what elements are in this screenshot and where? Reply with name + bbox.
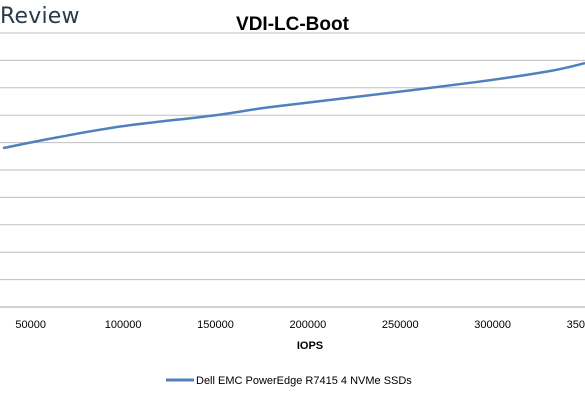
x-tick-label: 250000 (382, 319, 419, 331)
series-line-0 (2, 61, 585, 150)
x-tick-label: 300000 (474, 319, 511, 331)
x-axis-ticks: 50000 100000 150000 200000 250000 300000 35000… (15, 319, 585, 331)
gridlines (0, 32, 585, 308)
x-tick-label: 50000 (15, 319, 46, 331)
legend-label: Dell EMC PowerEdge R7415 4 NVMe SSDs (196, 375, 412, 387)
legend: Dell EMC PowerEdge R7415 4 NVMe SSDs (166, 375, 412, 387)
x-tick-label: 150000 (197, 319, 234, 331)
chart-title: VDI-LC-Boot (236, 14, 349, 35)
x-tick-label: 100000 (105, 319, 142, 331)
x-tick-label: 350000 (567, 319, 585, 331)
x-axis-label: IOPS (297, 340, 323, 352)
x-tick-label: 200000 (289, 319, 326, 331)
series-layer (2, 61, 585, 150)
brand-logo-text: Review (0, 4, 80, 29)
